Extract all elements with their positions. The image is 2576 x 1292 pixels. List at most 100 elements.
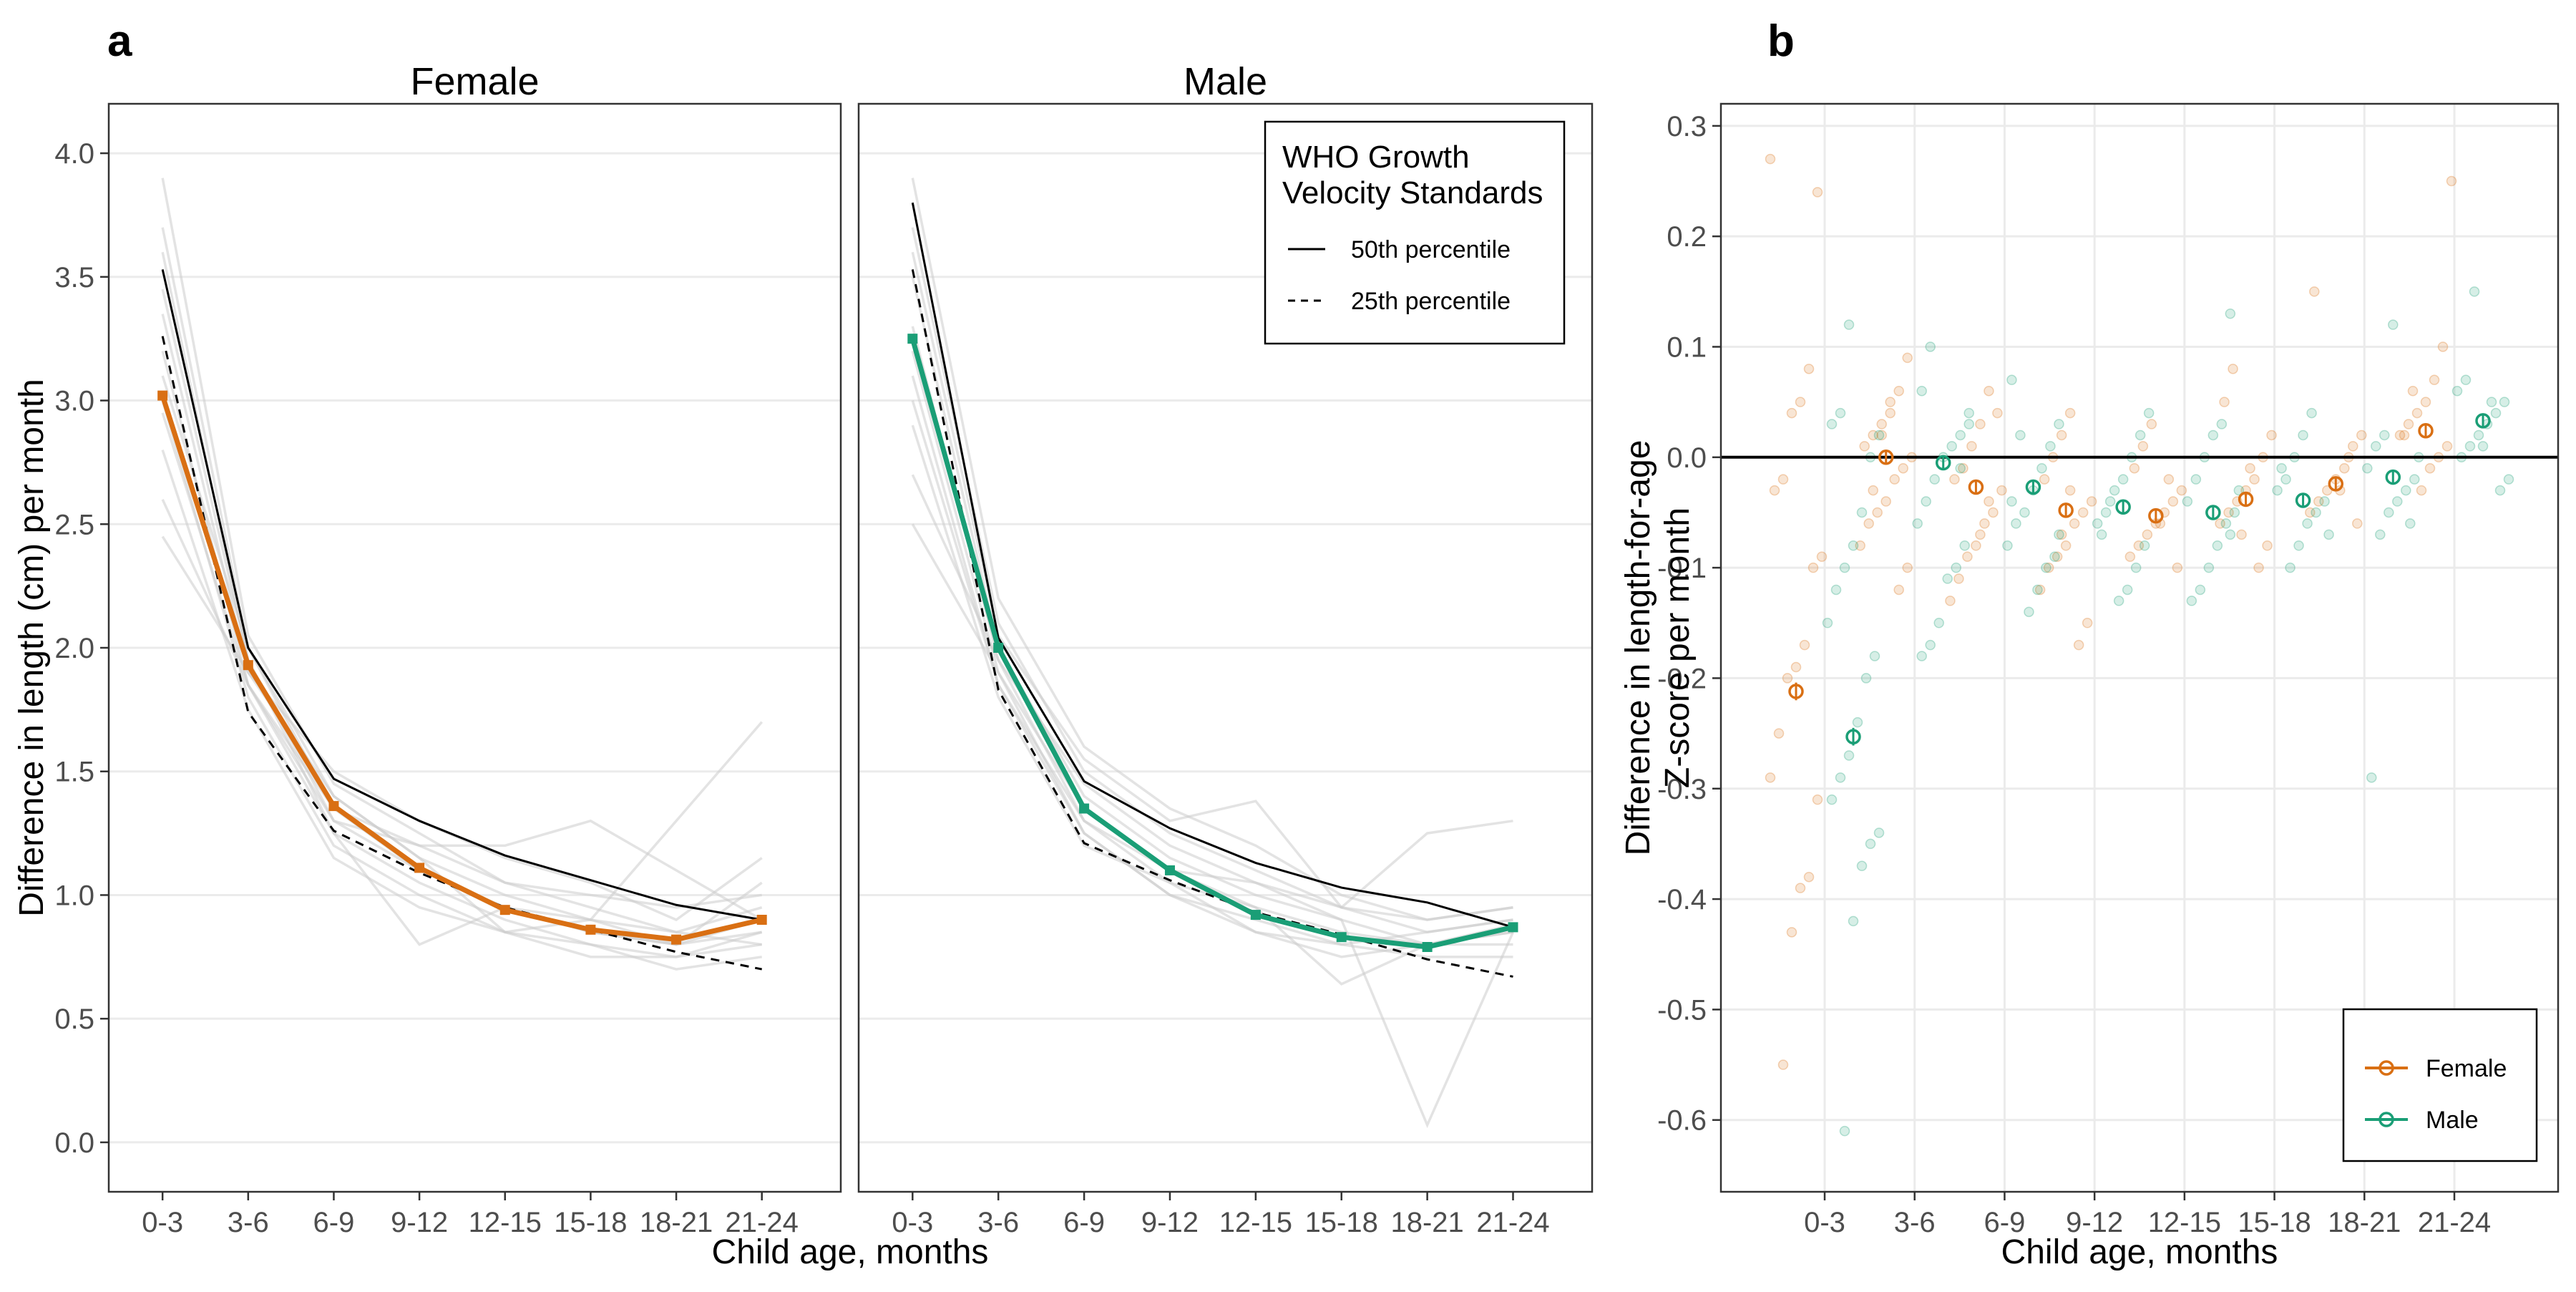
x-tick-label-male-1: 3-6 [977, 1207, 1019, 1238]
scatter-point-male-2-9 [2041, 562, 2051, 573]
scatter-point-female-7-2 [2429, 374, 2440, 386]
scatter-point-female-1-9 [1880, 496, 1891, 507]
scatter-point-female-7-0 [2446, 175, 2457, 187]
mean-marker-female-2 [1968, 479, 1984, 495]
scatter-point-male-3-5 [2100, 507, 2112, 518]
scatter-point-female-0-1 [1812, 187, 1823, 198]
legend-sex-box [2342, 1008, 2538, 1162]
who-25th-percentile-line-female [161, 336, 763, 971]
scatter-point-male-5-11 [2323, 529, 2334, 540]
x-ticks-female: 0-3 3-6 6-9 9-12 12-15 15-18 18-21 21-24 [142, 1192, 799, 1238]
y-tick-label-a-5: 2.5 [54, 509, 94, 540]
x-tick-label-female-1: 3-6 [228, 1207, 269, 1238]
y-tick-label-a-2: 1.0 [54, 880, 94, 911]
scatter-point-male-2-0 [2006, 374, 2017, 386]
scatter-point-female-4-7 [2142, 529, 2153, 540]
scatter-point-female-5-12 [2236, 529, 2247, 540]
scatter-point-female-7-4 [2411, 407, 2423, 419]
scatter-point-male-4-13 [2225, 529, 2236, 540]
scatter-point-male-2-8 [2049, 551, 2060, 562]
scatter-point-female-0-17 [1786, 927, 1797, 938]
series-male [907, 334, 1518, 952]
scatter-point-female-3-8 [2051, 551, 2063, 562]
scatter-point-male-2-12 [2015, 429, 2026, 441]
scatter-point-female-0-0 [1765, 153, 1776, 165]
mean-marker-female-7 [2418, 423, 2434, 439]
scatter-point-female-1-16 [1876, 429, 1887, 441]
who-reference-female [161, 269, 763, 971]
x-tick-label-male-4: 12-15 [1219, 1207, 1292, 1238]
scatter-point-female-5-11 [2245, 462, 2255, 474]
series-point-female-7 [756, 915, 767, 925]
y-tick-label-a-1: 0.5 [54, 1004, 94, 1035]
scatter-point-male-5-6 [2311, 507, 2321, 518]
facet-title-female: Female [410, 60, 539, 103]
y-tick-label-a-7: 3.5 [54, 262, 94, 293]
x-tick-label-male-7: 21-24 [1476, 1207, 1549, 1238]
scatter-point-female-5-4 [2249, 474, 2260, 485]
scatter-point-male-4-4 [2190, 474, 2202, 485]
y-tick-label-b-0: -0.6 [1657, 1105, 1707, 1137]
scatter-point-male-1-0 [1925, 341, 1936, 352]
scatter-point-male-1-8 [1912, 518, 1923, 529]
scatter-point-female-1-12 [1855, 540, 1865, 551]
scatter-point-male-0-6 [1848, 540, 1859, 551]
individual-line-female-5 [161, 450, 763, 958]
x-tick-label-b-1: 3-6 [1894, 1207, 1936, 1238]
scatter-point-female-6-7 [2305, 507, 2316, 518]
mean-marker-male-6 [2385, 469, 2401, 485]
scatter-point-female-1-7 [1898, 462, 1908, 474]
x-tick-label-male-5: 15-18 [1305, 1207, 1378, 1238]
scatter-point-male-5-1 [2298, 429, 2308, 441]
y-tick-label-b-9: 0.3 [1667, 111, 1707, 142]
scatter-point-female-0-18 [1777, 1059, 1789, 1070]
x-tick-label-female-0: 0-3 [142, 1207, 183, 1238]
scatter-point-female-2-12 [1992, 407, 2003, 419]
scatter-point-male-0-5 [1856, 507, 1868, 518]
scatter-point-female-2-2 [1966, 441, 1977, 452]
y-tick-label-b-5: -0.1 [1657, 553, 1707, 584]
scatter-point-male-4-6 [2229, 507, 2240, 518]
individual-lines-male [911, 178, 1515, 1129]
scatter-point-female-1-5 [1859, 441, 1870, 452]
legend-key-male-marker [2379, 1112, 2394, 1127]
scatter-point-male-1-6 [1929, 474, 1940, 485]
scatter-point-male-3-0 [2143, 407, 2155, 419]
scatter-point-female-0-9 [1799, 639, 1810, 651]
scatter-point-female-0-5 [1777, 474, 1789, 485]
panel-b: -0.6 -0.5 -0.4 -0.3 -0.2 -0.1 0.0 0.1 0.2 0.3 0-3… [1619, 102, 2560, 1271]
scatter-point-male-3-10 [2113, 596, 2124, 606]
scatter-point-male-0-2 [1826, 419, 1838, 429]
scatter-point-male-7-0 [2469, 286, 2480, 297]
legend-who-title-line1: WHO Growth [1282, 140, 1470, 175]
scatter-point-female-0-13 [1765, 772, 1776, 783]
scatter-point-female-1-15 [1885, 397, 1896, 407]
series-point-female-0 [157, 390, 168, 401]
scatter-point-female-6-3 [2339, 462, 2350, 474]
scatter-point-female-2-6 [1988, 507, 1999, 518]
scatter-point-male-3-8 [2130, 562, 2142, 573]
scatter-point-male-1-3 [1955, 429, 1966, 441]
series-line-female [160, 394, 763, 943]
y-tick-label-b-3: -0.3 [1657, 774, 1707, 805]
mean-marker-male-1 [1935, 455, 1951, 471]
scatter-point-male-7-11 [2486, 397, 2497, 407]
scatter-point-male-7-4 [2490, 407, 2502, 419]
series-line-male [909, 338, 1514, 950]
y-tick-label-b-7: 0.1 [1667, 331, 1707, 363]
mean-marker-female-1 [1878, 450, 1894, 465]
scatter-point-male-6-3 [2362, 462, 2373, 474]
scatter-point-male-3-11 [2104, 496, 2116, 507]
mean-marker-male-4 [2205, 505, 2221, 520]
legend-key-female-marker [2379, 1060, 2394, 1076]
scatter-point-female-6-8 [2352, 518, 2363, 529]
scatter-point-female-5-9 [2262, 540, 2273, 551]
series-female [157, 390, 767, 945]
scatter-point-female-0-3 [1795, 397, 1806, 407]
scatter-point-male-2-3 [2036, 462, 2047, 474]
x-tick-label-male-2: 6-9 [1063, 1207, 1105, 1238]
scatter-point-female-1-14 [1893, 584, 1904, 596]
legend-label-50th-percentile: 50th percentile [1351, 236, 1511, 263]
panel-b-letter: b [1767, 16, 1795, 66]
